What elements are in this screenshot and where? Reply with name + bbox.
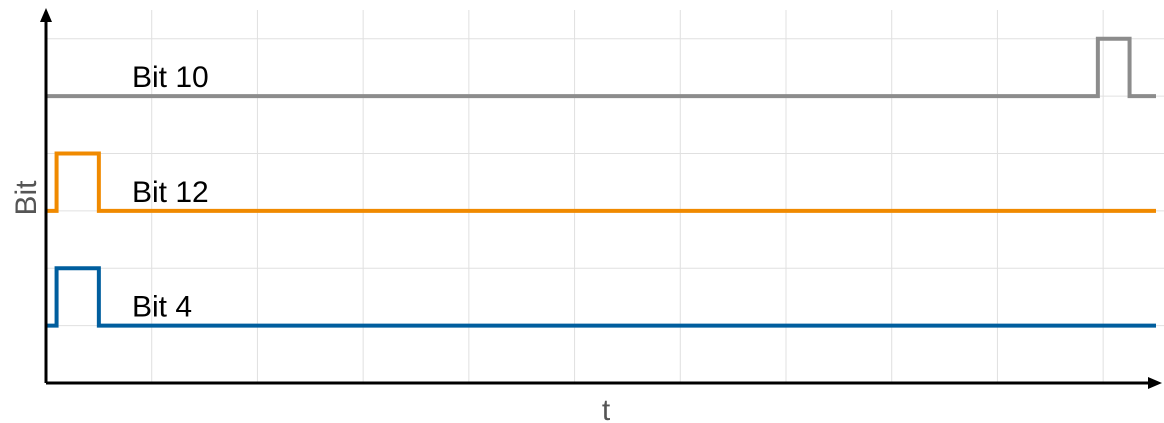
series-group xyxy=(46,39,1156,326)
x-axis-arrow-icon xyxy=(1148,377,1162,389)
series-label: Bit 10 xyxy=(132,61,209,94)
y-axis-arrow-icon xyxy=(40,8,52,22)
series-line-bit-4 xyxy=(46,268,1156,325)
series-labels: Bit 10 Bit 12 Bit 4 xyxy=(132,61,209,324)
x-axis-title: t xyxy=(602,394,611,423)
y-axis-title: Bit xyxy=(10,180,43,216)
series-line-bit-12 xyxy=(46,153,1156,210)
series-line-bit-10 xyxy=(46,39,1156,96)
series-label: Bit 12 xyxy=(132,176,209,209)
series-label: Bit 4 xyxy=(132,291,192,324)
